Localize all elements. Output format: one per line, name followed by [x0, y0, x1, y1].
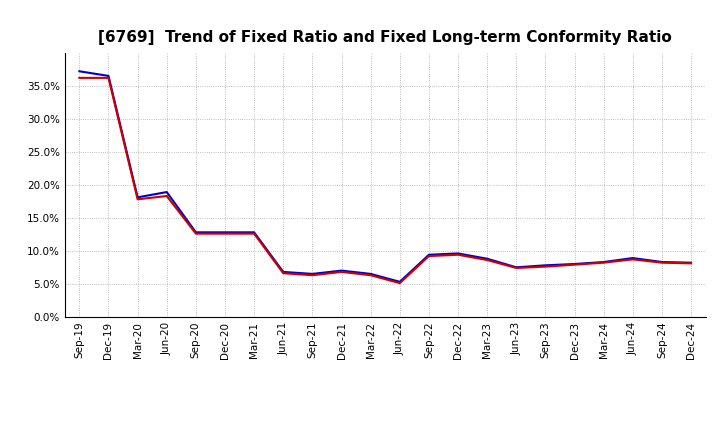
Fixed Long-term Conformity Ratio [541, 264, 550, 269]
Fixed Ratio [425, 252, 433, 257]
Fixed Ratio [104, 73, 113, 78]
Fixed Ratio [483, 256, 492, 261]
Fixed Long-term Conformity Ratio [454, 252, 462, 257]
Fixed Long-term Conformity Ratio [308, 272, 317, 278]
Fixed Ratio [570, 261, 579, 267]
Fixed Long-term Conformity Ratio [425, 253, 433, 259]
Fixed Long-term Conformity Ratio [657, 260, 666, 265]
Fixed Long-term Conformity Ratio [279, 271, 287, 276]
Fixed Ratio [512, 264, 521, 270]
Fixed Long-term Conformity Ratio [104, 75, 113, 81]
Fixed Ratio [250, 230, 258, 235]
Fixed Ratio [337, 268, 346, 273]
Fixed Long-term Conformity Ratio [163, 194, 171, 199]
Fixed Long-term Conformity Ratio [133, 197, 142, 202]
Fixed Ratio [395, 279, 404, 284]
Fixed Long-term Conformity Ratio [75, 75, 84, 81]
Fixed Long-term Conformity Ratio [337, 269, 346, 275]
Fixed Long-term Conformity Ratio [629, 257, 637, 262]
Fixed Ratio [133, 194, 142, 200]
Fixed Long-term Conformity Ratio [220, 231, 229, 236]
Fixed Ratio [629, 255, 637, 260]
Fixed Long-term Conformity Ratio [395, 281, 404, 286]
Fixed Ratio [454, 251, 462, 256]
Line: Fixed Long-term Conformity Ratio: Fixed Long-term Conformity Ratio [79, 78, 691, 283]
Title: [6769]  Trend of Fixed Ratio and Fixed Long-term Conformity Ratio: [6769] Trend of Fixed Ratio and Fixed Lo… [99, 29, 672, 45]
Fixed Long-term Conformity Ratio [599, 260, 608, 265]
Fixed Ratio [599, 259, 608, 264]
Line: Fixed Ratio: Fixed Ratio [79, 71, 691, 282]
Fixed Ratio [279, 269, 287, 275]
Fixed Ratio [366, 271, 375, 276]
Fixed Ratio [308, 271, 317, 276]
Fixed Ratio [220, 230, 229, 235]
Fixed Long-term Conformity Ratio [570, 262, 579, 267]
Fixed Long-term Conformity Ratio [483, 257, 492, 263]
Fixed Ratio [687, 260, 696, 265]
Fixed Long-term Conformity Ratio [192, 231, 200, 236]
Fixed Ratio [192, 230, 200, 235]
Fixed Ratio [657, 259, 666, 264]
Fixed Long-term Conformity Ratio [366, 272, 375, 278]
Fixed Ratio [163, 189, 171, 194]
Fixed Ratio [541, 263, 550, 268]
Fixed Long-term Conformity Ratio [250, 231, 258, 236]
Fixed Ratio [75, 69, 84, 74]
Fixed Long-term Conformity Ratio [512, 265, 521, 271]
Fixed Long-term Conformity Ratio [687, 260, 696, 266]
